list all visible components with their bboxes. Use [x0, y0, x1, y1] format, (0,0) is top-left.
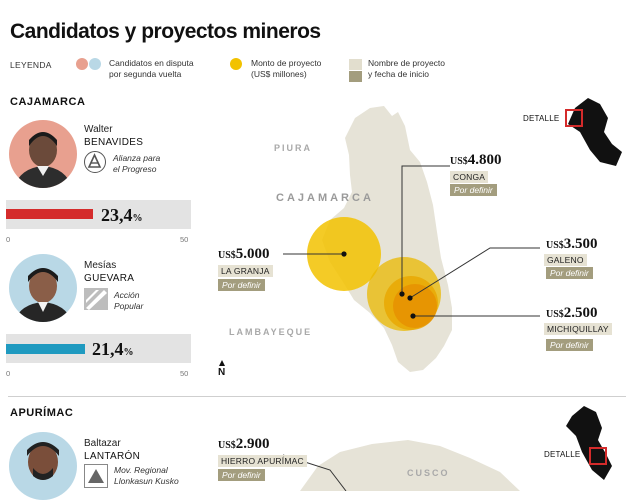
candidate-last-name: GUEVARA — [84, 273, 135, 284]
vote-percent: 23,4% — [101, 205, 143, 225]
candidate-party: Mov. Regional Llonkasun Kusko — [114, 465, 179, 486]
detail-highlight-box — [589, 447, 607, 465]
candidate-party: Alianza para el Progreso — [113, 153, 161, 174]
legend-label: LEYENDA — [10, 60, 52, 70]
project-amount: US$4.800 — [450, 152, 502, 168]
vote-bar — [6, 209, 93, 219]
compass-north-icon — [215, 360, 229, 380]
section-divider — [8, 396, 626, 397]
candidate-last-name: BENAVIDES — [84, 137, 144, 148]
map-label-cajamarca: CAJAMARCA — [276, 192, 374, 204]
project-amount: US$2.500 — [546, 305, 598, 321]
region-title-cajamarca: CAJAMARCA — [10, 96, 86, 108]
person-photo-icon — [13, 132, 73, 188]
project-name: LA GRANJA — [218, 265, 273, 277]
legend-project-name-swatch — [349, 59, 362, 70]
compass-letter: N — [218, 367, 226, 378]
project-status: Por definir — [450, 184, 497, 196]
map-label-piura: PIURA — [274, 143, 313, 153]
legend-amount-text: Monto de proyecto (US$ millones) — [251, 58, 322, 79]
page-title: Candidatos y proyectos mineros — [10, 20, 321, 43]
legend-project-date-swatch — [349, 71, 362, 82]
legend-candidates-text: Candidatos en disputa por segunda vuelta — [109, 58, 194, 79]
person-photo-icon — [13, 268, 73, 322]
project-point-conga — [399, 291, 405, 297]
axis-max: 50 — [180, 235, 189, 244]
project-status: Por definir — [218, 469, 265, 481]
detail-label: DETALLE — [544, 450, 581, 459]
project-point-michiquillay — [410, 313, 416, 319]
person-photo-icon — [27, 442, 59, 480]
candidate-last-name: LANTARÓN — [84, 451, 141, 462]
candidate-first-name: Baltazar — [84, 438, 121, 449]
detail-highlight-box — [565, 109, 583, 127]
project-name: HIERRO APURÍMAC — [218, 455, 307, 467]
legend-candidate-b-swatch — [89, 58, 101, 70]
candidate-first-name: Walter — [84, 124, 113, 135]
legend-amount-swatch — [230, 58, 242, 70]
project-amount: US$2.900 — [218, 436, 270, 452]
legend-project-text: Nombre de proyecto y fecha de inicio — [368, 58, 446, 79]
project-name: GALENO — [544, 254, 587, 266]
project-status: Por definir — [218, 279, 265, 291]
vote-bar — [6, 344, 86, 354]
map-label-cusco: CUSCO — [407, 468, 450, 478]
peru-detail-map — [566, 406, 612, 480]
project-point-la-granja — [341, 251, 347, 257]
party-logo-icon — [84, 288, 108, 310]
candidate-party: Acción Popular — [114, 290, 144, 311]
region-title-apurimac: APURÍMAC — [10, 407, 74, 419]
axis-min: 0 — [6, 235, 11, 244]
project-point-galeno — [407, 295, 413, 301]
project-amount: US$5.000 — [218, 246, 270, 262]
project-name: MICHIQUILLAY — [544, 323, 612, 335]
avatar — [9, 120, 77, 188]
project-status: Por definir — [546, 267, 593, 279]
legend-candidate-a-swatch — [76, 58, 88, 70]
candidate-first-name: Mesías — [84, 260, 117, 271]
party-logo-icon — [84, 151, 106, 173]
project-status: Por definir — [546, 339, 593, 351]
project-amount: US$3.500 — [546, 236, 598, 252]
axis-min: 0 — [6, 369, 11, 378]
avatar — [9, 432, 77, 500]
map-label-lambayeque: LAMBAYEQUE — [229, 327, 313, 337]
avatar — [9, 254, 77, 322]
axis-max: 50 — [180, 369, 189, 378]
project-name: CONGA — [450, 171, 489, 183]
detail-label: DETALLE — [523, 114, 560, 123]
vote-percent: 21,4% — [92, 339, 134, 359]
apurimac-region-shape — [300, 440, 520, 491]
party-logo-icon — [84, 464, 108, 488]
